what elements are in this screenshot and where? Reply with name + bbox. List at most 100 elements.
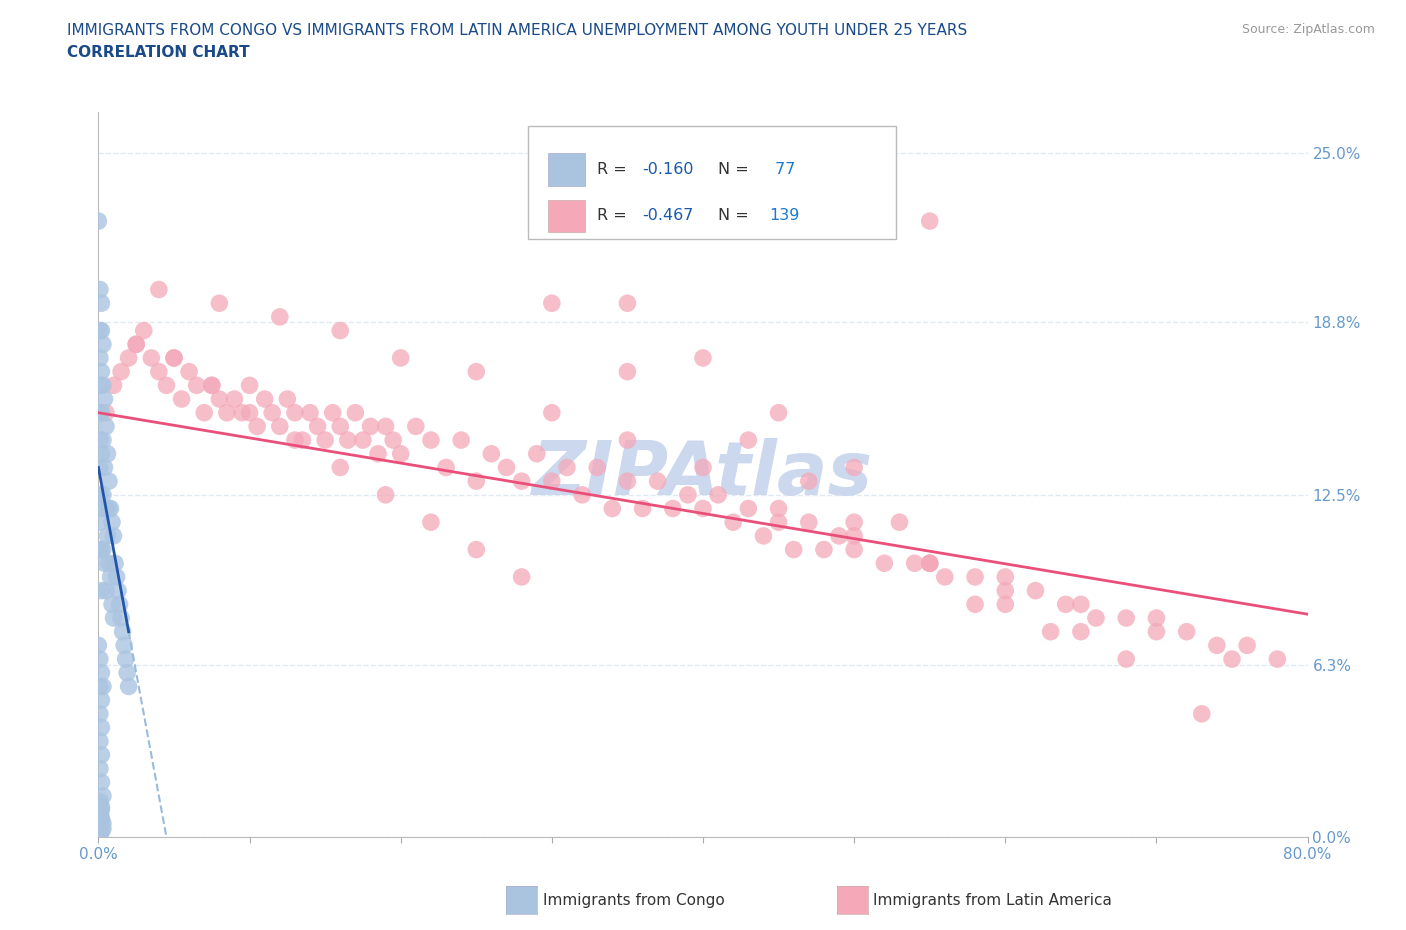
Point bbox=[91, 679, 114, 694]
Point bbox=[797, 473, 820, 488]
Point bbox=[1070, 624, 1092, 639]
Point bbox=[918, 556, 941, 571]
Point bbox=[382, 432, 405, 447]
Point bbox=[89, 805, 111, 820]
Point bbox=[125, 337, 148, 352]
Text: 139: 139 bbox=[769, 208, 800, 223]
Text: Immigrants from Congo: Immigrants from Congo bbox=[543, 893, 724, 908]
Point bbox=[89, 351, 111, 365]
Point bbox=[89, 679, 111, 694]
Point bbox=[170, 392, 193, 406]
Point bbox=[89, 652, 111, 667]
Point bbox=[89, 405, 111, 420]
Point bbox=[93, 460, 115, 475]
Point bbox=[101, 515, 124, 530]
Point bbox=[434, 460, 457, 475]
Point bbox=[90, 501, 112, 516]
Point bbox=[374, 487, 396, 502]
Point bbox=[1115, 611, 1137, 626]
Point bbox=[215, 405, 238, 420]
Point bbox=[90, 583, 112, 598]
Point bbox=[89, 282, 111, 297]
Point bbox=[737, 501, 759, 516]
Point bbox=[90, 296, 112, 311]
Point bbox=[201, 378, 224, 392]
Text: -0.467: -0.467 bbox=[643, 208, 695, 223]
Point bbox=[276, 392, 298, 406]
Point bbox=[98, 556, 121, 571]
Point bbox=[344, 405, 367, 420]
Point bbox=[602, 501, 624, 516]
Point bbox=[616, 432, 638, 447]
Point bbox=[737, 432, 759, 447]
Point bbox=[110, 365, 132, 379]
Point bbox=[1191, 707, 1213, 722]
Point bbox=[616, 473, 638, 488]
Point bbox=[93, 556, 115, 571]
Point bbox=[994, 569, 1017, 584]
Text: IMMIGRANTS FROM CONGO VS IMMIGRANTS FROM LATIN AMERICA UNEMPLOYMENT AMONG YOUTH : IMMIGRANTS FROM CONGO VS IMMIGRANTS FROM… bbox=[67, 23, 967, 38]
Point bbox=[269, 310, 291, 325]
Point bbox=[450, 432, 472, 447]
Point bbox=[586, 460, 609, 475]
Point bbox=[115, 665, 138, 680]
Point bbox=[89, 818, 111, 833]
Point bbox=[90, 665, 112, 680]
Point bbox=[692, 351, 714, 365]
Point bbox=[90, 542, 112, 557]
Point bbox=[420, 432, 443, 447]
Point bbox=[918, 214, 941, 229]
Point bbox=[111, 624, 134, 639]
Text: Immigrants from Latin America: Immigrants from Latin America bbox=[873, 893, 1112, 908]
Point bbox=[692, 460, 714, 475]
Point bbox=[103, 378, 125, 392]
Point bbox=[768, 405, 790, 420]
Point bbox=[90, 803, 112, 817]
Point bbox=[329, 460, 352, 475]
Point bbox=[107, 583, 129, 598]
Point bbox=[420, 515, 443, 530]
Point bbox=[389, 446, 412, 461]
Point bbox=[314, 432, 336, 447]
Point bbox=[90, 775, 112, 790]
Point bbox=[201, 378, 224, 392]
Point bbox=[291, 432, 314, 447]
Point bbox=[112, 638, 135, 653]
Point bbox=[844, 515, 866, 530]
Point bbox=[87, 638, 110, 653]
Point bbox=[89, 542, 111, 557]
Point bbox=[89, 707, 111, 722]
Point bbox=[918, 556, 941, 571]
Point bbox=[329, 323, 352, 338]
Point bbox=[797, 515, 820, 530]
Point bbox=[89, 797, 111, 812]
Point bbox=[90, 323, 112, 338]
Point bbox=[616, 296, 638, 311]
Point bbox=[844, 528, 866, 543]
Point bbox=[540, 296, 562, 311]
Point bbox=[103, 528, 125, 543]
Point bbox=[889, 515, 911, 530]
Point bbox=[94, 501, 117, 516]
Point bbox=[828, 528, 851, 543]
Point bbox=[284, 432, 307, 447]
Point bbox=[89, 761, 111, 776]
Text: R =: R = bbox=[596, 162, 631, 178]
Point bbox=[723, 515, 745, 530]
Point bbox=[89, 432, 111, 447]
Point bbox=[1024, 583, 1046, 598]
Point bbox=[118, 679, 141, 694]
Point bbox=[90, 813, 112, 828]
Point bbox=[299, 405, 322, 420]
Point bbox=[1236, 638, 1258, 653]
Point bbox=[91, 789, 114, 804]
Point bbox=[179, 365, 201, 379]
Point bbox=[155, 378, 177, 392]
Point bbox=[89, 827, 111, 842]
Point bbox=[844, 542, 866, 557]
Point bbox=[224, 392, 246, 406]
Point bbox=[90, 720, 112, 735]
Point bbox=[1085, 611, 1108, 626]
Point bbox=[284, 405, 307, 420]
Point bbox=[148, 282, 170, 297]
